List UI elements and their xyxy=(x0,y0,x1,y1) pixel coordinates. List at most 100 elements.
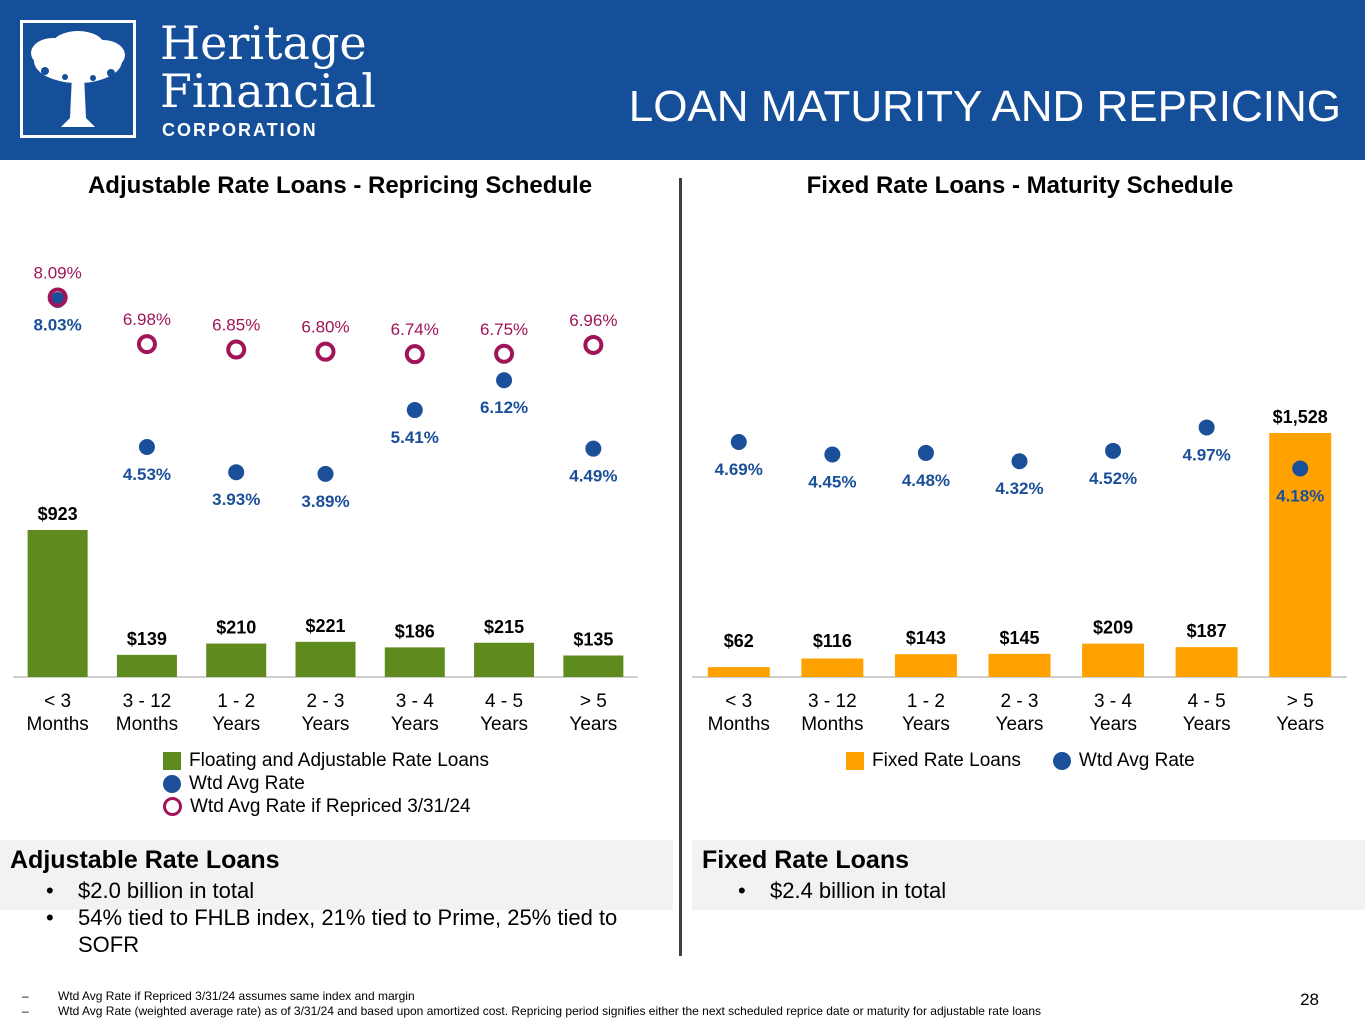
bar-5 xyxy=(1175,647,1238,677)
wtd-avg-rate-dot xyxy=(1292,460,1309,477)
category-label: Years xyxy=(902,714,950,735)
section-divider xyxy=(679,178,682,956)
category-label: Years xyxy=(480,714,528,735)
category-label: 4 - 5 xyxy=(485,691,523,712)
bullet-item: $2.0 billion in total xyxy=(10,877,670,904)
bar-3 xyxy=(295,641,356,677)
category-label: < 3 xyxy=(725,691,752,712)
bar-value-label: $187 xyxy=(1187,621,1227,641)
bar-1 xyxy=(116,654,177,677)
category-label: 3 - 4 xyxy=(1094,691,1132,712)
bar-6 xyxy=(563,655,624,677)
category-label: Years xyxy=(212,714,260,735)
fixed-summary-title: Fixed Rate Loans xyxy=(702,846,909,874)
bar-3 xyxy=(988,653,1051,677)
bar-value-label: $209 xyxy=(1093,618,1133,638)
page-title: LOAN MATURITY AND REPRICING xyxy=(628,82,1341,131)
wtd-avg-rate-dot xyxy=(585,440,602,457)
category-label: 2 - 3 xyxy=(306,691,344,712)
bar-value-label: $186 xyxy=(395,621,435,641)
wtd-avg-rate-dot xyxy=(1011,453,1028,470)
legend-label: Wtd Avg Rate xyxy=(189,773,305,794)
wtd-avg-rate-dot xyxy=(730,434,747,450)
wtd-avg-rate-dot xyxy=(138,439,155,455)
category-label: Years xyxy=(302,714,350,735)
logo-line-financial: Financial xyxy=(160,64,376,118)
repriced-rate-label: 6.80% xyxy=(301,318,349,337)
category-label: 3 - 12 xyxy=(808,691,857,712)
logo-tree-icon xyxy=(20,20,136,138)
bar-value-label: $135 xyxy=(573,629,613,649)
bar-value-label: $210 xyxy=(216,618,256,638)
bar-5 xyxy=(474,642,535,677)
wtd-avg-rate-label: 3.93% xyxy=(212,490,260,509)
repriced-rate-ring xyxy=(315,341,336,362)
category-label: Months xyxy=(801,714,863,735)
legend-square-icon xyxy=(846,751,864,770)
adjustable-legend: Floating and Adjustable Rate Loans Wtd A… xyxy=(163,749,489,818)
category-label: 4 - 5 xyxy=(1188,691,1226,712)
category-label: Years xyxy=(391,714,439,735)
footnote-dash: – xyxy=(22,1004,29,1018)
legend-ring-icon xyxy=(163,797,182,816)
repriced-rate-ring xyxy=(494,343,515,364)
bullet-item: 54% tied to FHLB index, 21% tied to Prim… xyxy=(10,904,670,958)
wtd-avg-rate-label: 4.69% xyxy=(715,460,763,479)
legend-label: Fixed Rate Loans xyxy=(872,750,1021,771)
bar-4 xyxy=(1082,643,1145,677)
bar-value-label: $62 xyxy=(724,631,754,651)
bar-value-label: $1,528 xyxy=(1273,407,1328,427)
legend-dot-icon xyxy=(163,774,181,793)
repriced-rate-label: 6.74% xyxy=(391,320,439,339)
wtd-avg-rate-dot xyxy=(406,402,423,419)
tree-icon xyxy=(31,31,125,127)
category-label: 3 - 12 xyxy=(123,691,172,712)
category-label: < 3 xyxy=(44,691,71,712)
footnote: – Wtd Avg Rate if Repriced 3/31/24 assum… xyxy=(22,989,1041,1004)
bar-value-label: $215 xyxy=(484,617,524,637)
legend-label: Wtd Avg Rate if Repriced 3/31/24 xyxy=(190,796,471,817)
category-label: 2 - 3 xyxy=(1000,691,1038,712)
wtd-avg-rate-label: 4.97% xyxy=(1183,445,1231,464)
category-label: Months xyxy=(708,714,770,735)
fixed-bullets: $2.4 billion in total xyxy=(702,877,1342,904)
footnote-dash: – xyxy=(22,989,29,1003)
wtd-avg-rate-label: 4.48% xyxy=(902,471,950,490)
wtd-avg-rate-label: 4.18% xyxy=(1276,487,1324,506)
category-label: Months xyxy=(26,714,88,735)
repriced-rate-label: 6.98% xyxy=(123,310,171,329)
wtd-avg-rate-dot xyxy=(1198,419,1215,436)
wtd-avg-rate-label: 4.52% xyxy=(1089,469,1137,488)
wtd-avg-rate-label: 5.41% xyxy=(391,428,439,447)
wtd-avg-rate-dot xyxy=(317,465,334,482)
bar-2 xyxy=(206,643,267,677)
legend-item-fixed-loans: Fixed Rate Loans xyxy=(846,749,1021,772)
bullet-item: $2.4 billion in total xyxy=(702,877,1342,904)
bar-value-label: $923 xyxy=(38,504,78,524)
legend-square-icon xyxy=(163,751,181,770)
category-label: 1 - 2 xyxy=(907,691,945,712)
wtd-avg-rate-dot xyxy=(824,446,841,463)
wtd-avg-rate-dot xyxy=(496,372,513,389)
repriced-rate-label: 6.96% xyxy=(569,311,617,330)
adjustable-chart-title: Adjustable Rate Loans - Repricing Schedu… xyxy=(87,172,593,199)
category-label: 1 - 2 xyxy=(217,691,255,712)
wtd-avg-rate-label: 4.53% xyxy=(123,465,171,484)
repriced-rate-ring xyxy=(404,344,425,365)
bar-1 xyxy=(801,658,864,677)
category-label: Years xyxy=(1183,714,1231,735)
fixed-legend: Fixed Rate Loans Wtd Avg Rate xyxy=(846,749,1195,772)
bar-value-label: $139 xyxy=(127,629,167,649)
footnote: – Wtd Avg Rate (weighted average rate) a… xyxy=(22,1004,1041,1019)
category-label: Months xyxy=(116,714,178,735)
wtd-avg-rate-label: 4.45% xyxy=(808,472,856,491)
wtd-avg-rate-dot xyxy=(1105,442,1122,459)
footnote-text: Wtd Avg Rate (weighted average rate) as … xyxy=(58,1004,1042,1018)
wtd-avg-rate-label: 8.03% xyxy=(34,315,82,334)
bar-4 xyxy=(384,647,445,677)
repriced-rate-label: 6.75% xyxy=(480,320,528,339)
category-label: Years xyxy=(1276,714,1324,735)
fixed-chart-title: Fixed Rate Loans - Maturity Schedule xyxy=(806,172,1234,199)
legend-item-repriced-rate: Wtd Avg Rate if Repriced 3/31/24 xyxy=(163,795,489,818)
